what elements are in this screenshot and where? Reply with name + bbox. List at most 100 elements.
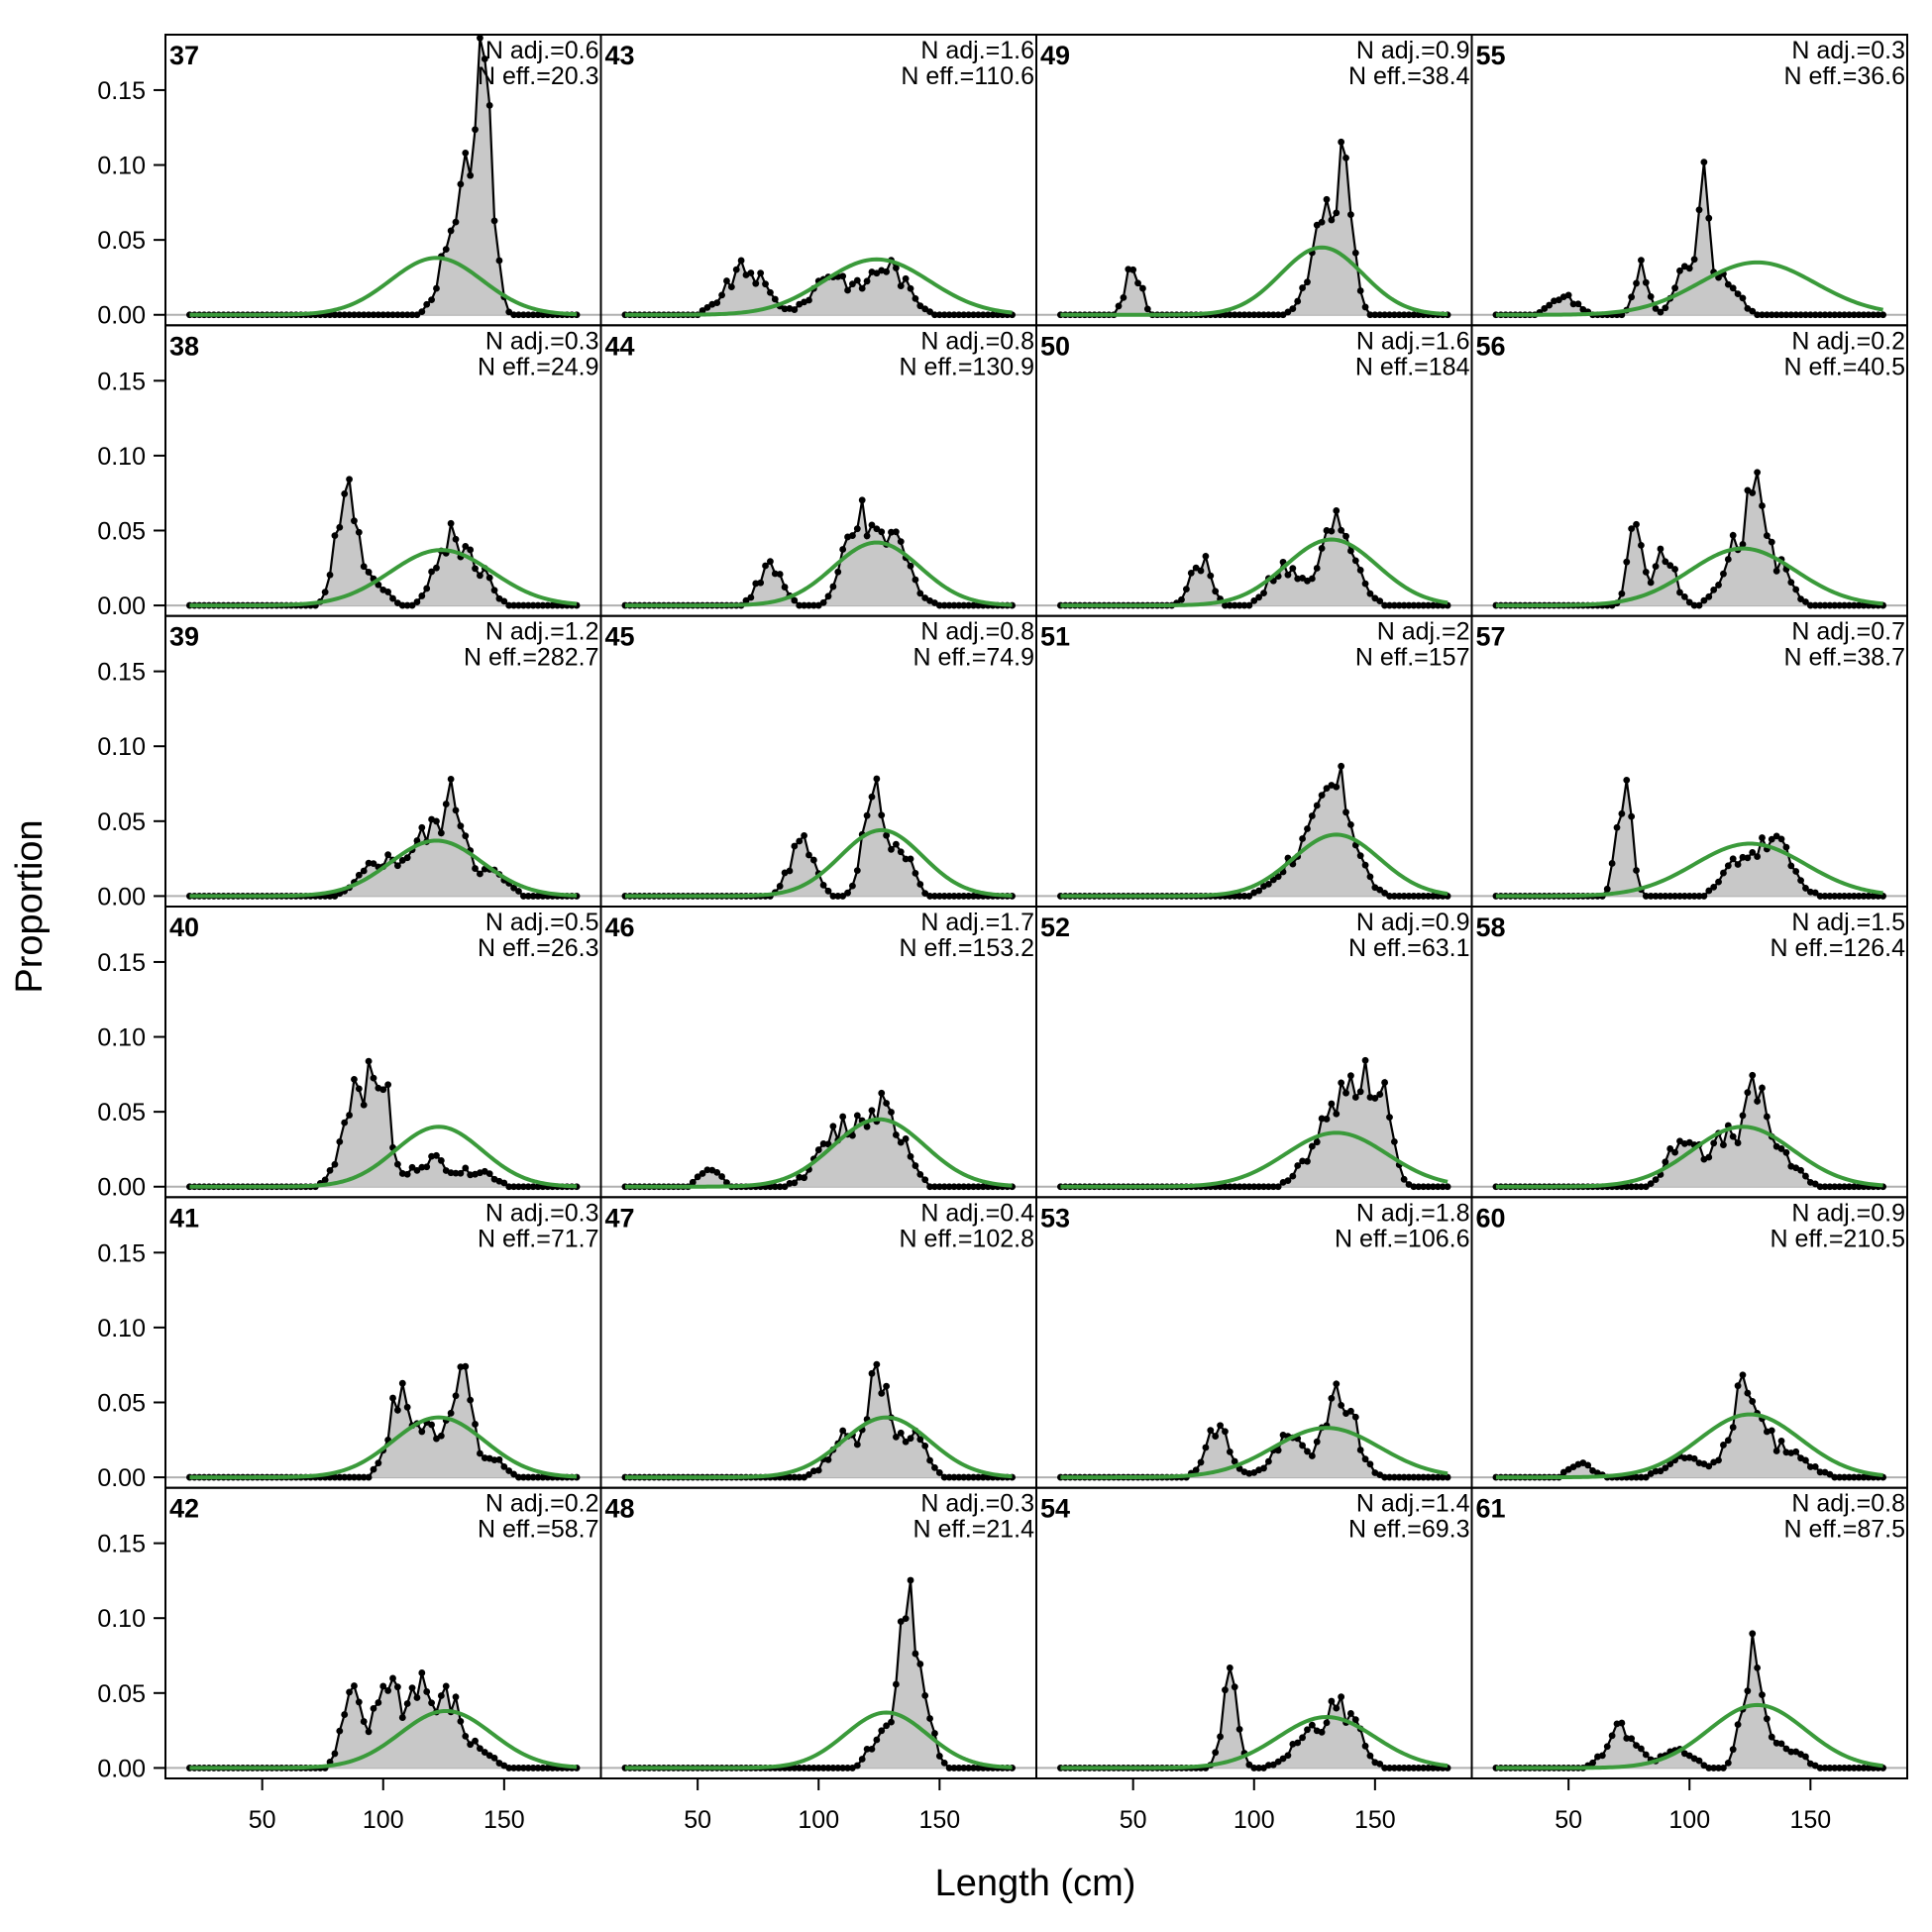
observed-point [902,1135,910,1142]
panel-45: 45 N adj.=0.8N eff.=74.9 [599,614,1037,909]
observed-point [1284,1752,1292,1760]
observed-point [1633,520,1640,528]
observed-point [1274,1758,1282,1766]
observed-point [394,862,401,870]
observed-point [1245,1761,1253,1769]
observed-point [863,1123,871,1130]
panel-n-adj: N adj.=1.5 [1791,909,1905,936]
observed-point [1638,1183,1645,1191]
panel-58: 58 N adj.=1.5N eff.=126.4 [1470,906,1908,1199]
observed-point [926,1183,933,1191]
observed-point [1212,1433,1220,1440]
observed-point [331,532,339,540]
observed-point [1235,893,1243,900]
panel-label: 49 [1040,41,1070,70]
observed-point [1569,300,1577,308]
observed-point [1425,601,1432,609]
observed-point [1782,311,1790,319]
observed-point [1846,311,1853,319]
panel-n-eff: N eff.=63.1 [1348,934,1470,962]
observed-point [452,1693,460,1701]
observed-point [467,1396,475,1404]
panel-n-eff: N eff.=130.9 [900,353,1034,380]
observed-point [1841,893,1848,900]
panel-n-eff: N eff.=58.7 [478,1516,599,1544]
panel-40: 40 N adj.=0.5N eff.=26.3 [164,906,602,1199]
observed-point [1134,279,1141,287]
observed-point [757,579,765,587]
observed-point [389,1394,396,1402]
panel-label: 37 [169,41,199,70]
observed-area [189,1366,578,1478]
panel-label: 60 [1476,1203,1506,1233]
observed-point [1729,1424,1737,1431]
observed-point [403,1403,411,1411]
panel-label: 45 [605,622,635,652]
observed-point [379,1086,387,1094]
observed-point [394,1160,401,1168]
observed-point [994,311,1002,319]
observed-point [539,601,547,609]
observed-point [1274,1447,1282,1454]
observed-point [1381,889,1388,897]
observed-area [1495,1374,1883,1478]
observed-point [694,1173,701,1181]
observed-point [1250,596,1258,604]
observed-point [1260,1183,1267,1191]
y-tick-label: 0.00 [97,1174,146,1202]
observed-point [1338,762,1345,770]
observed-point [892,840,900,848]
observed-point [1628,525,1636,533]
panel-n-eff: N eff.=126.4 [1771,934,1906,962]
observed-point [1768,1427,1775,1435]
observed-point [858,496,866,504]
observed-point [1811,311,1819,319]
expected-line [624,1117,1013,1189]
observed-point [1294,1162,1302,1169]
observed-point [1700,596,1708,604]
observed-point [858,284,866,292]
observed-point [355,528,363,536]
observed-point [1395,1473,1403,1481]
observed-point [403,1170,411,1178]
panel-n-adj: N adj.=0.3 [1791,37,1905,64]
observed-point [1870,893,1878,900]
observed-point [1434,601,1442,609]
panel-n-adj: N adj.=2 [1377,618,1470,646]
observed-point [544,1765,552,1771]
y-tick-label: 0.00 [97,302,146,330]
observed-point [762,562,769,570]
observed-point [970,601,977,609]
observed-point [505,1467,513,1474]
observed-point [1178,595,1185,603]
observed-point [1269,311,1277,319]
observed-point [1836,1765,1844,1771]
observed-point [1274,311,1282,319]
observed-point [1420,1183,1428,1191]
panel-label: 61 [1476,1494,1506,1524]
observed-point [1685,598,1693,606]
panel-46: 46 N adj.=1.7N eff.=153.2 [599,906,1037,1199]
observed-point [1705,592,1713,600]
observed-point [418,823,426,831]
y-tick-label: 0.10 [97,733,146,761]
observed-point [1662,893,1669,900]
observed-point [718,291,725,299]
observed-point [1217,1422,1224,1430]
observed-point [1299,1442,1306,1449]
observed-point [1865,1765,1873,1771]
observed-area [1060,1667,1449,1769]
observed-point [1782,1745,1790,1753]
observed-point [331,1473,339,1481]
observed-point [1250,1765,1258,1771]
observed-point [781,584,789,590]
observed-point [500,1179,508,1187]
observed-point [698,1170,706,1177]
observed-point [824,592,832,600]
observed-point [1313,1438,1321,1446]
observed-point [1680,893,1688,900]
observed-point [931,1730,938,1737]
observed-point [897,1429,905,1437]
observed-point [1657,1467,1664,1475]
